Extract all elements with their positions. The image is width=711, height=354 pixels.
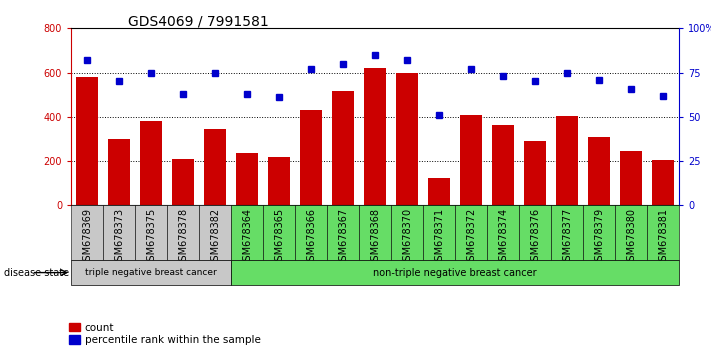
Text: GSM678377: GSM678377	[562, 208, 572, 267]
Text: GSM678382: GSM678382	[210, 208, 220, 267]
Bar	[391, 205, 423, 260]
Bar	[103, 205, 135, 260]
Text: GSM678370: GSM678370	[402, 208, 412, 267]
Text: GSM678376: GSM678376	[530, 208, 540, 267]
Bar	[231, 260, 679, 285]
Bar	[455, 205, 487, 260]
Text: GSM678373: GSM678373	[114, 208, 124, 267]
Bar	[460, 115, 482, 205]
Bar	[396, 73, 418, 205]
Text: GSM678375: GSM678375	[146, 208, 156, 267]
Text: GSM678374: GSM678374	[498, 208, 508, 267]
Bar	[236, 153, 258, 205]
Bar	[71, 205, 103, 260]
Bar	[71, 260, 231, 285]
Bar	[492, 125, 514, 205]
Bar	[364, 68, 386, 205]
Text: GSM678367: GSM678367	[338, 208, 348, 267]
Text: disease state: disease state	[4, 268, 69, 278]
Text: GSM678372: GSM678372	[466, 208, 476, 267]
Bar	[519, 205, 551, 260]
Text: GSM678371: GSM678371	[434, 208, 444, 267]
Text: GSM678379: GSM678379	[594, 208, 604, 267]
Text: GSM678381: GSM678381	[658, 208, 668, 267]
Bar	[556, 116, 578, 205]
Text: GSM678380: GSM678380	[626, 208, 636, 267]
Bar	[652, 160, 674, 205]
Text: GDS4069 / 7991581: GDS4069 / 7991581	[128, 14, 269, 28]
Bar	[167, 205, 199, 260]
Bar	[199, 205, 231, 260]
Bar	[76, 77, 98, 205]
Bar	[204, 129, 226, 205]
Text: triple negative breast cancer: triple negative breast cancer	[85, 268, 217, 277]
Text: GSM678368: GSM678368	[370, 208, 380, 267]
Text: GSM678378: GSM678378	[178, 208, 188, 267]
Bar	[359, 205, 391, 260]
Bar	[620, 151, 642, 205]
Text: GSM678365: GSM678365	[274, 208, 284, 267]
Legend: count, percentile rank within the sample: count, percentile rank within the sample	[69, 322, 261, 345]
Bar	[172, 159, 194, 205]
Bar	[268, 156, 290, 205]
Text: non-triple negative breast cancer: non-triple negative breast cancer	[373, 268, 537, 278]
Bar	[295, 205, 327, 260]
Bar	[487, 205, 519, 260]
Text: GSM678364: GSM678364	[242, 208, 252, 267]
Bar	[647, 205, 679, 260]
Bar	[135, 205, 167, 260]
Bar	[551, 205, 583, 260]
Bar	[108, 139, 130, 205]
Bar	[588, 137, 610, 205]
Bar	[231, 205, 263, 260]
Bar	[300, 110, 322, 205]
Bar	[140, 121, 162, 205]
Bar	[428, 178, 450, 205]
Text: GSM678366: GSM678366	[306, 208, 316, 267]
Bar	[332, 91, 354, 205]
Bar	[583, 205, 615, 260]
Text: GSM678369: GSM678369	[82, 208, 92, 267]
Bar	[327, 205, 359, 260]
Bar	[524, 141, 546, 205]
Bar	[263, 205, 295, 260]
Bar	[423, 205, 455, 260]
Bar	[615, 205, 647, 260]
